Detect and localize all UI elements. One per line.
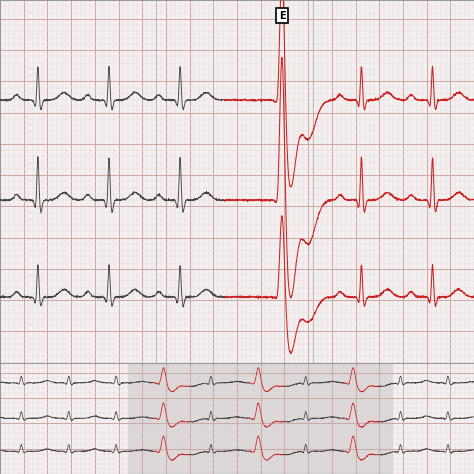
Text: E: E [279, 10, 285, 21]
Bar [128, 363, 393, 474]
